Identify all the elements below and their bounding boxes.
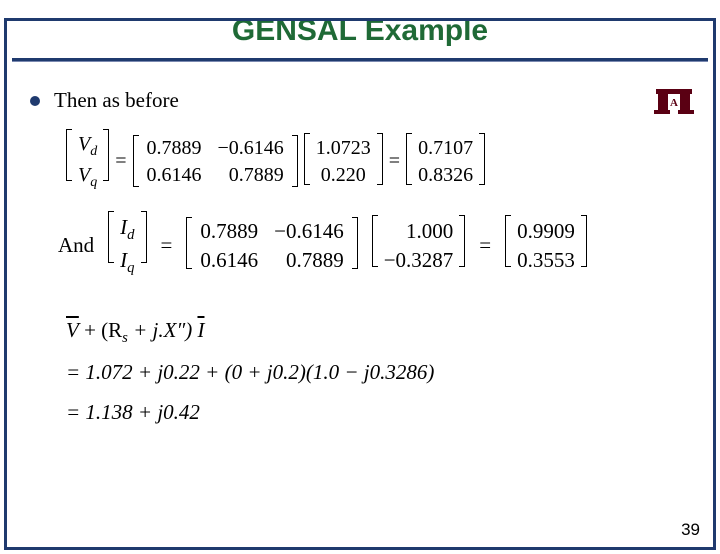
page-number: 39: [681, 520, 700, 540]
bullet-item: Then as before: [30, 88, 690, 113]
equation-1: Vd Vq = 0.7889−0.6146 0.61460.7889 1.072…: [66, 129, 690, 195]
equation-2-row: And Id Iq = 0.7889−0.6146 0.61460.7889 1…: [58, 211, 690, 281]
and-label: And: [58, 233, 94, 258]
bullet-dot: [30, 96, 40, 106]
bullet-text: Then as before: [54, 88, 179, 113]
equation-3: V + (Rs + j.X″) I = 1.072 + j0.22 + (0 +…: [66, 311, 690, 433]
